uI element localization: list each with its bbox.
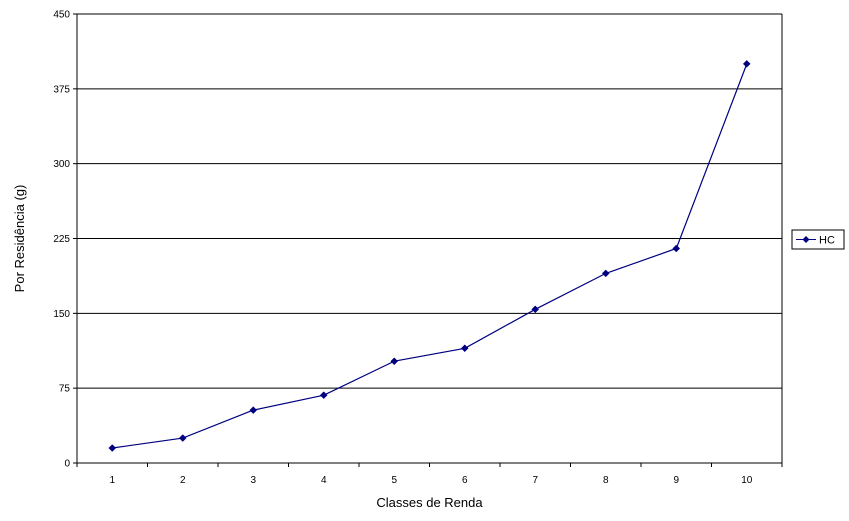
legend-series-marker (802, 236, 810, 243)
y-tick-label: 300 (53, 159, 70, 170)
x-tick-label: 7 (532, 475, 538, 486)
legend-box (791, 229, 845, 250)
x-tick-label: 8 (603, 475, 609, 486)
x-tick-label: 10 (741, 475, 753, 486)
y-tick-label: 375 (53, 84, 70, 95)
y-tick-label: 150 (53, 309, 70, 320)
y-tick-label: 225 (53, 234, 70, 245)
x-tick-label: 6 (462, 475, 468, 486)
y-tick-label: 75 (59, 384, 71, 395)
data-point (390, 357, 399, 366)
x-tick-label: 4 (321, 475, 327, 486)
legend: HC (791, 229, 845, 250)
data-point (672, 244, 681, 253)
series-layer (108, 60, 751, 452)
data-point (742, 60, 751, 68)
data-point (531, 305, 540, 314)
data-point (178, 434, 187, 442)
data-point (601, 269, 610, 278)
x-axis-title: Classes de Renda (376, 495, 483, 510)
x-tick-label: 9 (673, 475, 679, 486)
x-tick-label: 3 (250, 475, 256, 486)
data-point (319, 391, 328, 400)
data-point (108, 444, 117, 452)
x-tick-label: 1 (109, 475, 115, 486)
y-axis-title: Por Residência (g) (12, 185, 27, 293)
axes (73, 13, 783, 467)
gridlines (77, 13, 782, 389)
tick-labels: 0 75 150 225 300 375 450 1 2 3 4 5 6 7 8 9 10 (53, 10, 752, 487)
data-point (460, 344, 469, 353)
y-tick-label: 450 (53, 10, 70, 21)
legend-series-label: HC (819, 235, 835, 247)
series-line-hc (112, 63, 748, 449)
data-point (249, 406, 258, 414)
x-tick-label: 5 (391, 475, 397, 486)
y-tick-label: 0 (64, 459, 70, 470)
x-tick-label: 2 (180, 475, 186, 486)
